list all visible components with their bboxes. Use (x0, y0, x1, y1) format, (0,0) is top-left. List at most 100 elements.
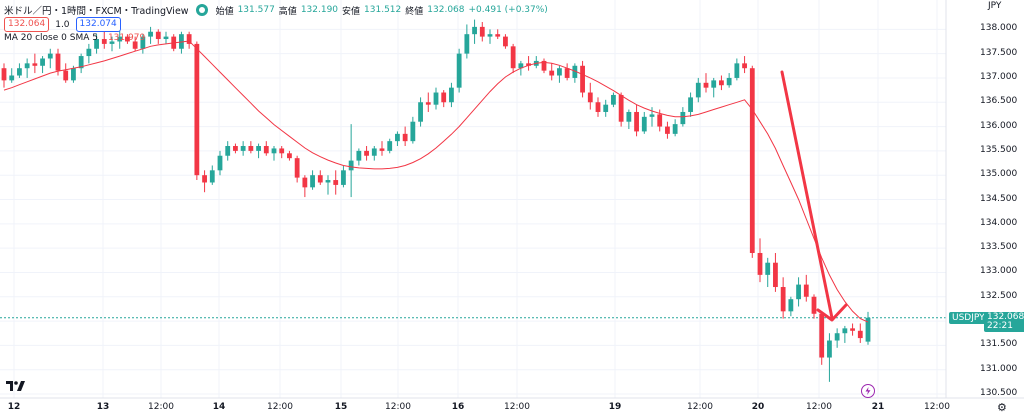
candle-body (402, 133, 408, 142)
candle-body (341, 170, 346, 185)
candle-body (626, 111, 632, 122)
buy-price-button[interactable]: 132.074 (75, 17, 121, 32)
price-tick-label: 130.500 (980, 388, 1018, 398)
candle-body (317, 175, 323, 183)
candle-body (719, 80, 724, 86)
last-price-tag: 132.068 22:21 (984, 311, 1024, 332)
candle-body (803, 284, 809, 297)
candle-body (634, 111, 639, 132)
candle-body (672, 124, 678, 134)
candle-body (287, 153, 292, 159)
time-tick-label: 12:00 (504, 402, 530, 412)
price-tick-label: 133.000 (980, 266, 1018, 277)
candle-body (63, 70, 69, 81)
time-tick-label: 12:00 (385, 402, 411, 412)
candle-body (857, 330, 863, 339)
indicator-name[interactable]: MA 20 close 0 SMA 5 (4, 33, 98, 43)
candle-body (132, 41, 138, 49)
candle-body (294, 158, 300, 178)
price-tick-label: 137.000 (980, 71, 1018, 82)
candle-body (94, 39, 99, 49)
candle-body (379, 148, 385, 151)
close-label: 終値 (405, 6, 424, 17)
candle-body (47, 53, 53, 59)
candle-body (209, 170, 215, 183)
time-tick-label: 12:00 (806, 402, 832, 412)
candle-body (55, 53, 61, 71)
candle-body (734, 63, 740, 78)
ma-line (3, 40, 869, 323)
candle-body (371, 148, 377, 156)
candle-body (163, 36, 169, 40)
candle-body (395, 133, 400, 142)
candle-body (726, 77, 732, 86)
indicator-legend[interactable]: MA 20 close 0 SMA 5 131.979 (4, 33, 145, 43)
candle-body (325, 180, 331, 183)
candle-body (834, 333, 840, 341)
low-label: 安値 (342, 6, 361, 17)
candle-body (587, 92, 593, 103)
candle-body (788, 299, 794, 312)
candle-body (364, 150, 369, 156)
last-price-value: 132.068 (987, 311, 1024, 322)
price-tick-label: 131.000 (980, 363, 1018, 374)
candle-body (71, 68, 76, 81)
candle-body (433, 92, 439, 105)
candle-body (256, 146, 261, 151)
candle-body (1, 68, 7, 81)
candle-body (233, 146, 238, 151)
currency-label: JPY (988, 1, 1002, 11)
price-tick-label: 136.000 (980, 120, 1018, 131)
candle-body (649, 114, 655, 117)
candle-body (472, 26, 477, 35)
candle-body (449, 87, 454, 103)
candle-body (418, 102, 423, 122)
candle-body (109, 41, 115, 44)
sell-price-button[interactable]: 132.064 (4, 17, 50, 32)
close-value: 132.068 (427, 5, 465, 15)
candle-body (441, 92, 447, 103)
high-label: 高値 (278, 6, 297, 17)
candle-body (580, 65, 585, 93)
candle-body (101, 39, 107, 44)
candle-body (657, 114, 663, 127)
candle-body (688, 97, 693, 112)
open-value: 131.577 (237, 5, 275, 15)
quote-row: 132.064 1.0 132.074 (4, 17, 121, 32)
candle-body (425, 102, 431, 105)
symbol-legend[interactable]: 米ドル／円・1時間・FXCM・TradingView 始値 131.577 高値… (4, 3, 548, 17)
candle-body (711, 80, 717, 88)
candle-body (487, 34, 493, 37)
candle-body (510, 46, 516, 69)
candle-body (78, 56, 84, 69)
candle-body (117, 36, 123, 42)
price-tick-label: 137.500 (980, 47, 1018, 58)
candle-body (17, 68, 22, 76)
candle-body (526, 63, 531, 66)
candle-body (155, 31, 161, 40)
tradingview-logo-icon[interactable] (6, 380, 26, 392)
candle-body (780, 287, 786, 312)
time-tick-label: 12:00 (687, 402, 713, 412)
candle-body (302, 177, 308, 188)
candle-body (24, 63, 30, 69)
candle-body (773, 262, 778, 288)
price-tick-label: 135.500 (980, 144, 1018, 155)
candle-body (557, 68, 562, 76)
settings-gear-icon[interactable]: ⚙ (997, 401, 1007, 414)
candle-body (819, 313, 825, 358)
candle-body (186, 34, 192, 44)
candle-body (179, 34, 184, 49)
visibility-icon[interactable] (195, 4, 208, 16)
candle-body (9, 75, 15, 81)
price-tick-label: 138.000 (980, 23, 1018, 34)
time-tick-label: 21 (871, 402, 885, 412)
candle-body (40, 58, 45, 66)
lightning-icon[interactable] (861, 384, 875, 398)
time-tick-label: 12:00 (924, 402, 950, 412)
symbol-title[interactable]: 米ドル／円・1時間・FXCM・TradingView (4, 6, 189, 17)
trend-arrow-annotation[interactable] (780, 70, 848, 322)
candle-body (495, 34, 501, 37)
